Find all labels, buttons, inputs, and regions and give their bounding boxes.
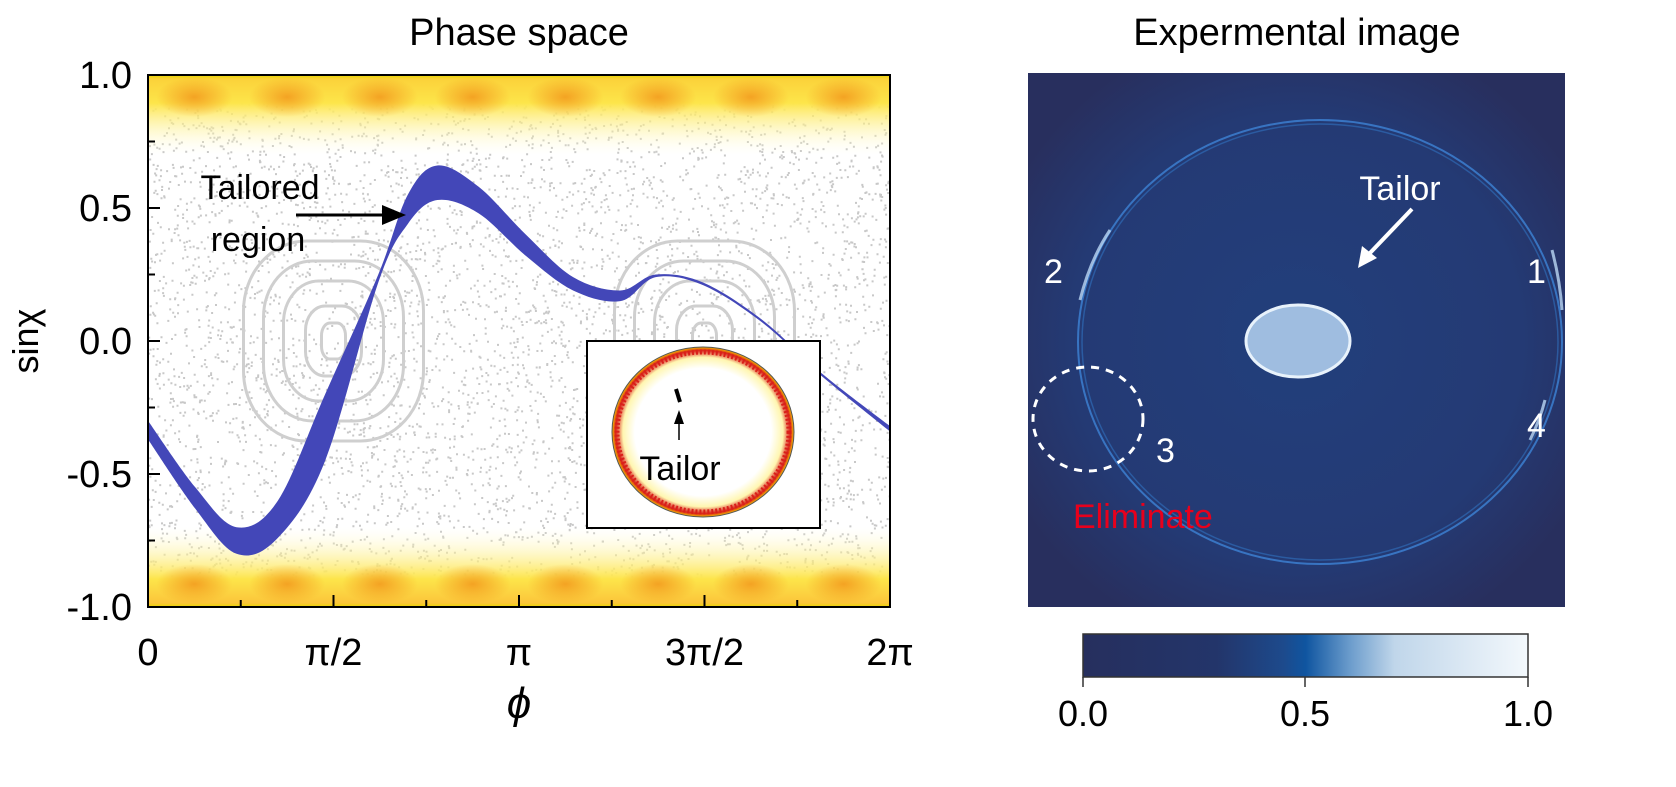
y-tick-label: 0.5 (79, 188, 132, 230)
annotation-tailored: Tailored (200, 169, 319, 207)
tailored-band (148, 165, 890, 556)
phase-space-dots (148, 75, 890, 607)
colorbar-tick-1: 0.5 (1280, 693, 1330, 734)
x-tick-label: π (506, 632, 532, 674)
x-tick-label: π/2 (305, 632, 363, 674)
arrow-icon (296, 205, 406, 225)
image-title: Expermental image (1133, 12, 1460, 54)
axis-ticks: 0 π/2 π 3π/2 2π 1.0 0.5 0.0 -0.5 -1.0 (67, 55, 914, 674)
y-tick-label: 1.0 (79, 55, 132, 97)
y-tick-label: -1.0 (67, 587, 132, 629)
tailor-label: Tailor (1359, 170, 1440, 208)
inset: Tailor (586, 340, 821, 529)
eliminate-circle (1031, 365, 1145, 473)
x-axis-label: ϕ (507, 679, 531, 728)
label-2: 2 (1044, 253, 1063, 291)
x-tick-label: 2π (866, 632, 913, 674)
central-spot (1244, 303, 1352, 379)
inset-tailor-label: Tailor (639, 450, 720, 488)
colorbar-tick-2: 1.0 (1503, 693, 1553, 734)
x-tick-label: 0 (137, 632, 158, 674)
x-tick-label: 3π/2 (665, 632, 744, 674)
experimental-image: Tailor 1 2 3 4 Eliminate (1028, 73, 1565, 607)
label-1: 1 (1527, 253, 1546, 291)
y-axis-label: sinχ (5, 308, 46, 373)
colorbar-tick-0: 0.0 (1058, 693, 1108, 734)
y-tick-label: -0.5 (67, 454, 132, 496)
annotation-region: region (211, 221, 306, 259)
arrow-up-icon (674, 410, 684, 424)
eliminate-label: Eliminate (1073, 498, 1213, 536)
y-tick-label: 0.0 (79, 321, 132, 363)
phase-title: Phase space (409, 12, 629, 54)
colorbar: 0.0 0.5 1.0 (1058, 633, 1553, 734)
arrow-icon (1358, 246, 1377, 268)
orange-spots (156, 77, 882, 604)
tailor-mark (674, 388, 682, 403)
label-3: 3 (1156, 432, 1175, 470)
label-4: 4 (1527, 407, 1546, 445)
